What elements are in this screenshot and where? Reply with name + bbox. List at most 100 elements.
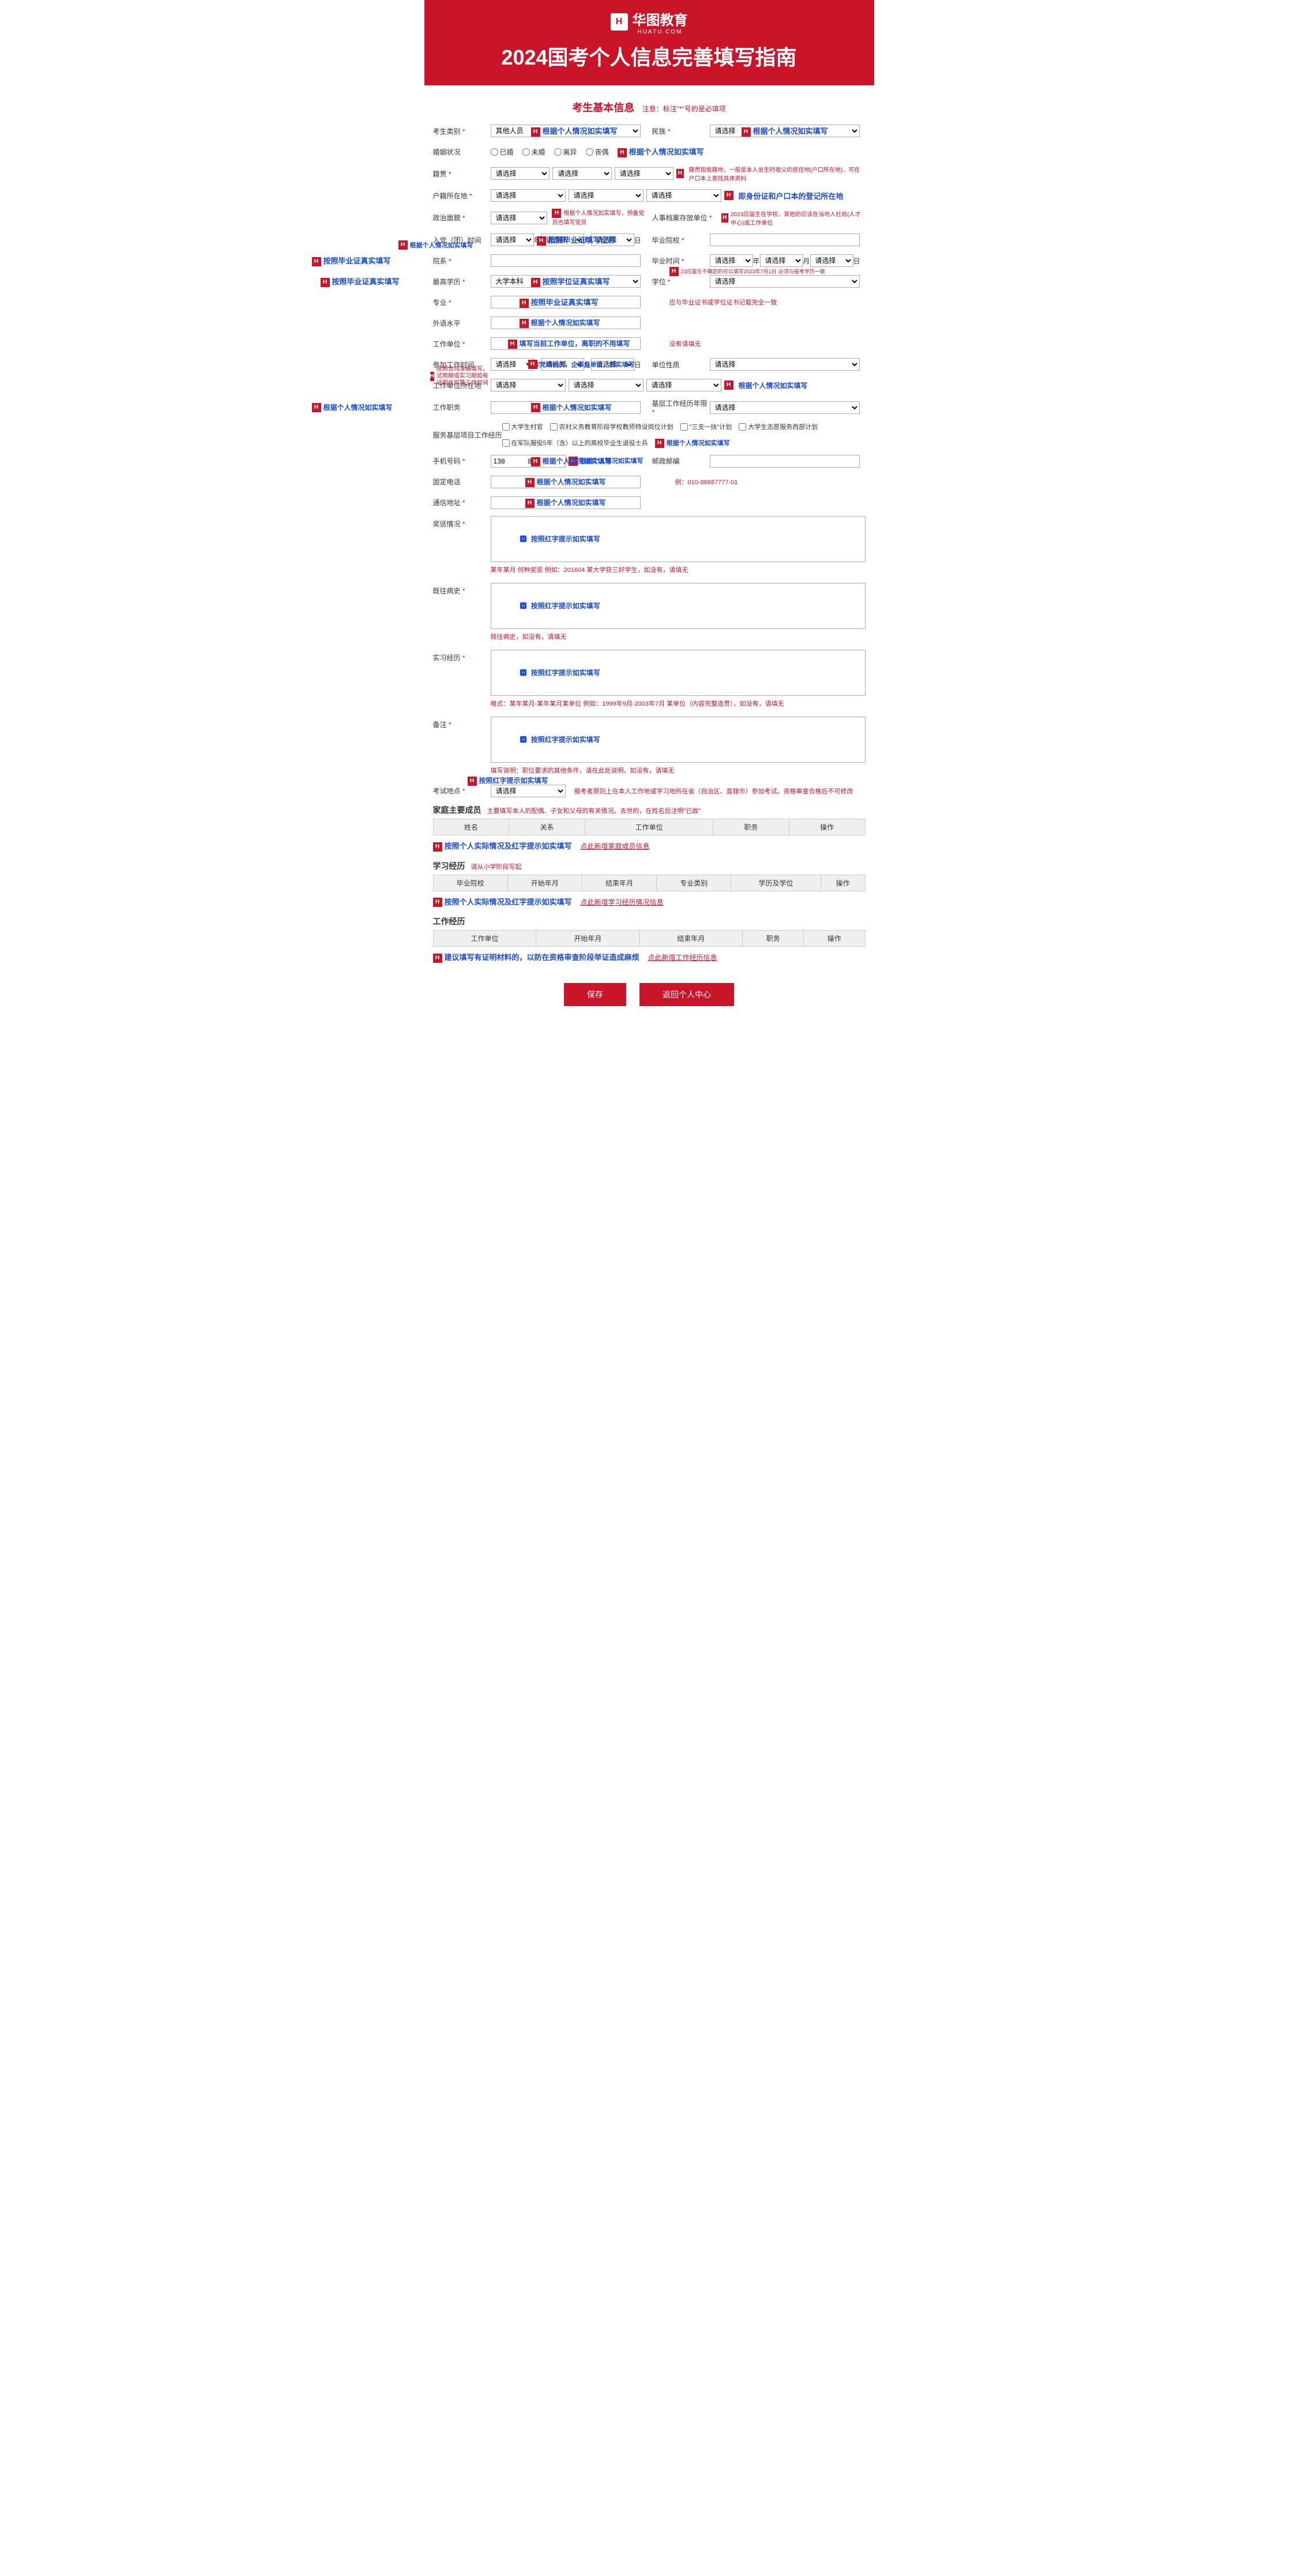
select-unit-loc-2[interactable]: 请选择: [569, 379, 644, 391]
select-unit-loc-1[interactable]: 请选择: [491, 379, 566, 391]
select-political[interactable]: 请选择: [491, 212, 548, 224]
select-grad-year[interactable]: 请选择: [710, 254, 753, 267]
hint-icon: H: [525, 499, 535, 508]
label-native: 籍贯: [433, 169, 491, 179]
hint-icon: H: [669, 267, 679, 276]
hint-icon: H: [433, 898, 442, 907]
hint-icon: H: [724, 381, 733, 390]
label-work-unit: 工作单位: [433, 339, 491, 349]
hint-icon: H: [321, 278, 330, 287]
table-work-title: 工作经历: [433, 916, 866, 927]
label-nation: 民族: [652, 126, 710, 136]
label-hukou: 户籍所在地: [433, 191, 491, 201]
hint-icon: H: [531, 403, 540, 412]
hint-icon: H: [618, 148, 627, 157]
service-checks: 大学生村官 农村义务教育阶段学校教师特设岗位计划 "三支一扶"计划 大学生志愿服…: [502, 422, 866, 448]
back-button[interactable]: 返回个人中心: [639, 983, 734, 1006]
textarea-intern[interactable]: 🅷 按照红字提示如实填写: [491, 650, 866, 696]
select-party-year[interactable]: 请选择: [491, 234, 534, 246]
table-work: 工作单位 开始年月 结束年月 职务 操作: [433, 930, 866, 947]
select-grad-day[interactable]: 请选择: [810, 254, 853, 267]
marital-radios: 已婚 未婚 离异 丧偶: [491, 147, 609, 157]
label-dept: 院系: [433, 256, 491, 266]
save-button[interactable]: 保存: [564, 983, 626, 1006]
label-candidate-type: 考生类别: [433, 126, 491, 136]
hint-icon: H: [742, 127, 751, 137]
hint-icon: H: [398, 240, 408, 250]
label-grad-school: 毕业院校: [652, 235, 710, 245]
label-postcode: 邮政邮编: [652, 456, 710, 466]
label-service: 服务基层项目工作经历: [433, 430, 502, 440]
input-grad-school[interactable]: [710, 234, 860, 246]
input-dept[interactable]: [491, 254, 641, 267]
label-addr: 通信地址: [433, 498, 491, 507]
hint-icon: H: [433, 954, 442, 963]
link-add-study[interactable]: 点此新增学习经历情况信息: [581, 898, 664, 906]
label-major: 专业: [433, 297, 491, 307]
hint-icon: H: [520, 319, 529, 328]
label-political: 政治面貌: [433, 213, 491, 223]
hint-icon: H: [312, 403, 321, 412]
label-mobile: 手机号码: [433, 456, 491, 466]
hint-icon: H: [531, 278, 540, 287]
label-exam-loc: 考试地点: [433, 786, 491, 796]
select-native-1[interactable]: 请选择: [491, 167, 550, 180]
logo-sub: HUATU.COM: [633, 29, 688, 35]
hint-icon: H: [430, 372, 434, 381]
section-header: 考生基本信息 注意：标注"*"号的是必填项: [424, 100, 874, 115]
select-native-3[interactable]: 请选择: [615, 167, 674, 180]
label-archive: 人事档案存放单位: [652, 213, 721, 223]
select-unit-type[interactable]: 请选择: [710, 358, 860, 371]
hint-icon: H: [676, 169, 683, 178]
label-illness: 既往病史: [433, 583, 491, 596]
header-banner: H 华图教育 HUATU.COM 2024国考个人信息完善填写指南: [424, 0, 874, 85]
hint-icon: H: [433, 842, 442, 852]
label-unit-type: 单位性质: [652, 360, 710, 370]
select-hukou-1[interactable]: 请选择: [491, 189, 566, 202]
textarea-remark[interactable]: 🅷 按照红字提示如实填写: [491, 717, 866, 763]
hint-icon: H: [508, 340, 517, 349]
label-intern: 实习经历: [433, 650, 491, 662]
label-job-title: 工作职务: [433, 402, 491, 412]
label-grassroots: 基层工作经历年限: [652, 398, 710, 416]
label-edu: 最高学历: [433, 277, 491, 287]
hint-icon: H: [552, 209, 561, 218]
label-marital: 婚姻状况: [433, 147, 491, 157]
select-unit-loc-3[interactable]: 请选择: [646, 379, 721, 391]
hint-icon: H: [537, 236, 546, 246]
hint-icon: H: [525, 478, 535, 487]
link-add-work[interactable]: 点此新增工作经历信息: [648, 954, 717, 962]
select-hukou-3[interactable]: 请选择: [646, 189, 721, 202]
label-award: 奖惩情况: [433, 516, 491, 529]
textarea-award[interactable]: 🅷 按照红字提示如实填写: [491, 516, 866, 562]
hint-icon: H: [531, 457, 540, 466]
table-study: 毕业院校 开始年月 结束年月 专业类别 学历及学位 操作: [433, 875, 866, 891]
label-grad-date: 毕业时间: [652, 256, 710, 266]
input-postcode[interactable]: [710, 455, 860, 468]
select-hukou-2[interactable]: 请选择: [569, 189, 644, 202]
label-phone: 固定电话: [433, 477, 491, 487]
hint-icon: H: [655, 439, 664, 448]
hint-icon: H: [721, 213, 729, 223]
hint-icon: H: [312, 257, 321, 266]
label-remark: 备注: [433, 717, 491, 729]
link-add-family[interactable]: 点此新增家庭成员信息: [581, 842, 650, 850]
select-degree[interactable]: 请选择: [710, 275, 860, 288]
logo-brand: 华图教育: [633, 9, 688, 29]
table-family-title: 家庭主要成员主要填写本人的配偶、子女和父母的有关情况。去世的，在姓名后注明"已故…: [433, 804, 866, 816]
select-exam-loc[interactable]: 请选择: [491, 785, 566, 797]
label-lang: 外语水平: [433, 318, 491, 328]
select-grad-month[interactable]: 请选择: [760, 254, 803, 267]
hint-icon: H: [528, 360, 537, 369]
hint-icon: H: [468, 777, 477, 786]
select-grassroots[interactable]: 请选择: [710, 401, 860, 414]
table-family: 姓名 关系 工作单位 职务 操作: [433, 819, 866, 835]
select-work-year[interactable]: 请选择: [491, 358, 534, 371]
logo-icon: H: [611, 13, 628, 31]
hint-icon: H: [520, 299, 529, 308]
select-native-2[interactable]: 请选择: [552, 167, 612, 180]
hint-icon: H: [531, 127, 540, 137]
textarea-illness[interactable]: 🅷 按照红字提示如实填写: [491, 583, 866, 629]
page-title: 2024国考个人信息完善填写指南: [424, 41, 874, 71]
hint-icon: H: [724, 191, 733, 200]
